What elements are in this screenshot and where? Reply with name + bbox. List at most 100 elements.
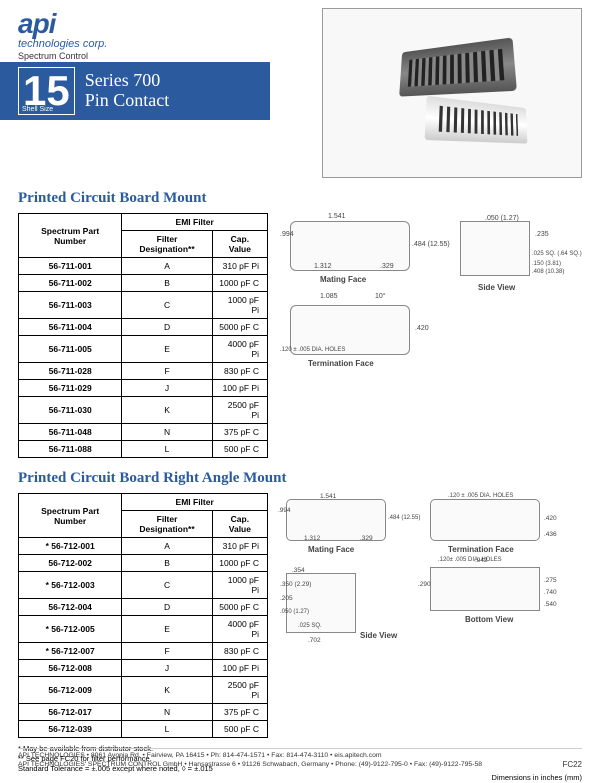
cell-part-number: * 56-712-003 bbox=[19, 572, 122, 599]
cell-filter: F bbox=[122, 643, 212, 660]
title-banner: 15 Shell Size Series 700 Pin Contact bbox=[0, 62, 270, 120]
cell-cap-value: 375 pF C bbox=[212, 704, 267, 721]
spec-table-2: Spectrum Part Number EMI Filter Filter D… bbox=[18, 493, 268, 738]
logo-tag: Spectrum Control bbox=[18, 51, 107, 61]
table-row: 56-711-003C1000 pF Pi bbox=[19, 292, 268, 319]
dim-label: 1.312 bbox=[314, 263, 332, 270]
dim-label: 1.312 bbox=[304, 535, 320, 542]
dim-label: .120 ± .005 DIA. HOLES bbox=[448, 493, 513, 499]
cell-cap-value: 310 pF Pi bbox=[212, 538, 267, 555]
dim-label: .420 bbox=[544, 515, 557, 522]
connector-icon bbox=[425, 96, 528, 144]
dim-label: 10° bbox=[375, 293, 386, 300]
cell-cap-value: 100 pF Pi bbox=[212, 380, 267, 397]
cell-part-number: 56-712-002 bbox=[19, 555, 122, 572]
cell-part-number: 56-711-028 bbox=[19, 363, 122, 380]
cell-cap-value: 2500 pF Pi bbox=[212, 677, 267, 704]
th-emi: EMI Filter bbox=[122, 214, 268, 231]
table-row: 56-711-048N375 pF C bbox=[19, 424, 268, 441]
th-filter: Filter Designation** bbox=[122, 231, 212, 258]
cell-part-number: 56-711-005 bbox=[19, 336, 122, 363]
section-title: Printed Circuit Board Mount bbox=[18, 190, 582, 207]
bottom-view-icon bbox=[430, 567, 540, 611]
table-row: 56-712-008J100 pF Pi bbox=[19, 660, 268, 677]
cell-part-number: 56-711-002 bbox=[19, 275, 122, 292]
dim-label: .275 bbox=[544, 577, 557, 584]
th-part-number: Spectrum Part Number bbox=[19, 214, 122, 258]
cell-filter: B bbox=[122, 275, 212, 292]
dim-label: .436 bbox=[544, 531, 557, 538]
dim-label: .354 bbox=[292, 567, 305, 574]
dim-label: 1.085 bbox=[320, 293, 338, 300]
cell-filter: E bbox=[122, 336, 212, 363]
cell-filter: L bbox=[122, 441, 212, 458]
diag-label: Side View bbox=[360, 631, 397, 640]
diagram-1: Mating Face Side View Termination Face 1… bbox=[280, 213, 582, 383]
dim-label: .150 (3.81) bbox=[532, 261, 561, 267]
diag-label: Termination Face bbox=[448, 545, 514, 554]
section-title: Printed Circuit Board Right Angle Mount bbox=[18, 470, 582, 487]
table-row: * 56-712-003C1000 pF Pi bbox=[19, 572, 268, 599]
dim-label: .329 bbox=[360, 535, 373, 542]
cell-part-number: 56-711-048 bbox=[19, 424, 122, 441]
cell-filter: F bbox=[122, 363, 212, 380]
cell-filter: N bbox=[122, 424, 212, 441]
dim-label: .120± .005 DIA. HOLES bbox=[438, 557, 502, 563]
cell-cap-value: 5000 pF C bbox=[212, 319, 267, 336]
cell-cap-value: 375 pF C bbox=[212, 424, 267, 441]
cell-cap-value: 830 pF C bbox=[212, 363, 267, 380]
cell-filter: K bbox=[122, 397, 212, 424]
footer-line: API TECHNOLOGIES • 8061 Avonia Rd. • Fai… bbox=[18, 752, 582, 761]
cell-filter: C bbox=[122, 572, 212, 599]
cell-filter: J bbox=[122, 660, 212, 677]
table-row: 56-711-004D5000 pF C bbox=[19, 319, 268, 336]
cell-part-number: 56-712-004 bbox=[19, 599, 122, 616]
dim-label: .484 (12.55) bbox=[388, 515, 420, 521]
cell-cap-value: 1000 pF Pi bbox=[212, 292, 267, 319]
table-row: 56-712-039L500 pF C bbox=[19, 721, 268, 738]
table-row: 56-711-001A310 pF Pi bbox=[19, 258, 268, 275]
diag-label: Bottom View bbox=[465, 615, 513, 624]
cell-part-number: * 56-712-007 bbox=[19, 643, 122, 660]
cell-part-number: 56-711-003 bbox=[19, 292, 122, 319]
dim-label: .994 bbox=[278, 507, 291, 514]
dim-label: .994 bbox=[280, 231, 294, 238]
table-row: 56-712-002B1000 pF C bbox=[19, 555, 268, 572]
th-emi: EMI Filter bbox=[122, 494, 268, 511]
cell-cap-value: 1000 pF C bbox=[212, 555, 267, 572]
connector-icon bbox=[399, 37, 517, 96]
cell-filter: D bbox=[122, 599, 212, 616]
dim-label: .740 bbox=[544, 589, 557, 596]
cell-filter: A bbox=[122, 538, 212, 555]
banner-line2: Pin Contact bbox=[85, 91, 170, 111]
cell-cap-value: 500 pF C bbox=[212, 721, 267, 738]
logo-sub: technologies corp. bbox=[18, 38, 107, 50]
dim-label: .408 (10.38) bbox=[532, 269, 564, 275]
logo-main: api bbox=[18, 8, 107, 40]
cell-cap-value: 4000 pF Pi bbox=[212, 336, 267, 363]
dim-label: .350 (2.29) bbox=[280, 581, 311, 588]
cell-part-number: 56-712-009 bbox=[19, 677, 122, 704]
table-row: 56-711-002B1000 pF C bbox=[19, 275, 268, 292]
th-filter: Filter Designation** bbox=[122, 511, 212, 538]
table-row: * 56-712-005E4000 pF Pi bbox=[19, 616, 268, 643]
side-view-icon bbox=[460, 221, 530, 276]
section-pcb-mount: Printed Circuit Board Mount Spectrum Par… bbox=[0, 190, 600, 458]
cell-cap-value: 1000 pF Pi bbox=[212, 572, 267, 599]
dim-label: .484 (12.55) bbox=[412, 241, 450, 248]
table-row: 56-711-005E4000 pF Pi bbox=[19, 336, 268, 363]
banner-text: Series 700 Pin Contact bbox=[85, 71, 170, 111]
table-row: 56-711-088L500 pF C bbox=[19, 441, 268, 458]
table-row: * 56-712-001A310 pF Pi bbox=[19, 538, 268, 555]
table-row: 56-712-009K2500 pF Pi bbox=[19, 677, 268, 704]
logo: api technologies corp. Spectrum Control bbox=[18, 8, 107, 61]
dim-label: .050 (1.27) bbox=[280, 609, 309, 615]
table-row: 56-711-029J100 pF Pi bbox=[19, 380, 268, 397]
dim-label: .120 ± .005 DIA. HOLES bbox=[280, 347, 345, 353]
diag-label: Termination Face bbox=[308, 359, 374, 368]
dim-label: .025 SQ. (.64 SQ.) bbox=[532, 251, 582, 257]
th-part-number: Spectrum Part Number bbox=[19, 494, 122, 538]
dim-label: 1.541 bbox=[328, 213, 346, 220]
cell-cap-value: 830 pF C bbox=[212, 643, 267, 660]
cell-part-number: 56-712-039 bbox=[19, 721, 122, 738]
